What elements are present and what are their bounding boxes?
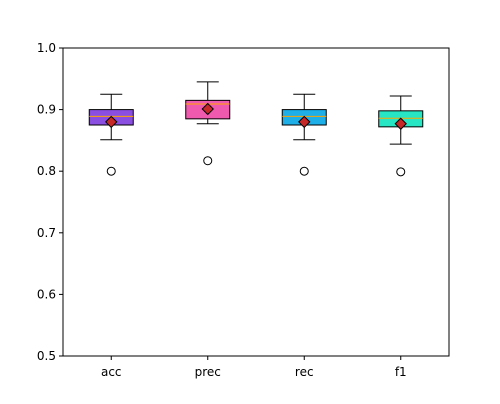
x-tick-label: prec (195, 365, 221, 379)
x-tick-label: acc (101, 365, 122, 379)
mean-marker (105, 115, 118, 129)
mean-marker (394, 117, 407, 130)
x-tick-label: rec (295, 365, 314, 379)
outlier-point (396, 167, 406, 177)
outlier-point (106, 166, 116, 176)
outlier-point (203, 156, 213, 166)
y-tick-label: 0.6 (37, 287, 56, 301)
outlier-point (299, 166, 309, 176)
y-tick-label: 0.9 (37, 103, 56, 117)
box-group-acc (88, 93, 134, 176)
y-tick-label: 0.7 (37, 226, 56, 240)
y-tick-label: 0.5 (37, 349, 56, 363)
y-tick-label: 0.8 (37, 164, 56, 178)
box-group-rec (281, 93, 327, 176)
box-group-f1 (378, 95, 424, 177)
plot-frame (62, 47, 450, 357)
x-tick-label: f1 (395, 365, 407, 379)
box-group-prec (185, 81, 231, 166)
plot-area (88, 81, 424, 177)
y-tick-label: 1.0 (37, 41, 56, 55)
axes: 0.5 0.6 0.7 0.8 0.9 1.0 acc prec rec f1 (37, 41, 407, 379)
mean-marker (201, 102, 214, 116)
mean-marker (298, 115, 311, 129)
